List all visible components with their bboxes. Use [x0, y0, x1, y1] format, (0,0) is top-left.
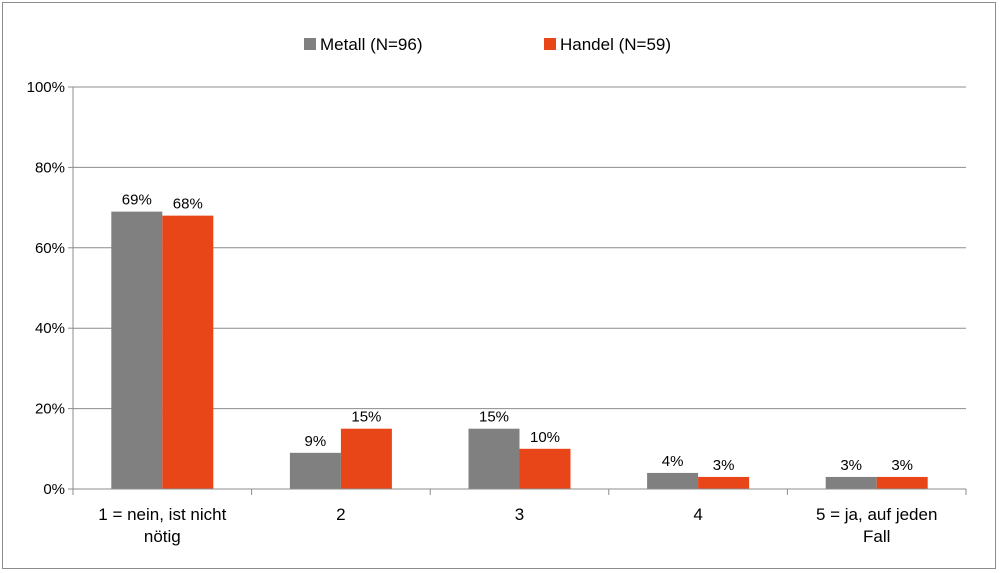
x-tick-label-line: Fall [863, 527, 890, 546]
x-tick-label-line: 3 [515, 505, 524, 524]
x-tick-label: 1 = nein, ist nicht nötig [98, 505, 226, 546]
data-label: 15% [479, 409, 509, 426]
legend-swatch [544, 38, 556, 50]
data-label: 3% [891, 457, 913, 474]
data-label: 15% [351, 409, 381, 426]
bar [647, 472, 699, 489]
y-axis: 0% 20% 40% 60% 80% 100% [27, 79, 74, 498]
y-tick-label: 0% [43, 481, 65, 498]
legend: Metall (N=96) Handel (N=59) [304, 35, 671, 54]
bar [876, 476, 928, 489]
x-tick-label-line: 1 = nein, ist nicht [98, 505, 226, 524]
data-label: 4% [662, 453, 684, 470]
data-label: 69% [122, 192, 152, 209]
data-label: 3% [713, 457, 735, 474]
legend-label: Handel (N=59) [560, 35, 671, 54]
y-tick-label: 40% [35, 320, 65, 337]
x-tick-label-line: 2 [336, 505, 345, 524]
x-tick-label: 4 [693, 505, 702, 524]
bar [162, 215, 214, 489]
x-tick-label: 5 = ja, auf jeden Fall [816, 505, 937, 546]
bar [825, 476, 877, 489]
bar [698, 476, 750, 489]
x-axis: 1 = nein, ist nicht nötig 2 3 4 5 = ja, auf j… [72, 488, 967, 546]
y-tick-label: 60% [35, 240, 65, 257]
data-label: 3% [840, 457, 862, 474]
gridlines [73, 86, 966, 410]
bar [468, 428, 520, 489]
legend-label: Metall (N=96) [320, 35, 423, 54]
data-label: 68% [173, 196, 203, 213]
bar [111, 211, 163, 489]
x-tick-label-line: 5 = ja, auf jeden [816, 505, 937, 524]
y-tick-label: 80% [35, 159, 65, 176]
data-label: 9% [305, 433, 327, 450]
x-tick-label: 3 [515, 505, 524, 524]
x-tick-label-line: 4 [693, 505, 702, 524]
y-tick-label: 100% [27, 79, 65, 96]
bar [340, 428, 392, 489]
legend-swatch [304, 38, 316, 50]
bars: 69% 68% 9% 15% 15% 10% 4% 3% 3% 3% [111, 192, 928, 489]
data-label: 10% [530, 429, 560, 446]
x-tick-label-line: nötig [144, 527, 181, 546]
bar [519, 448, 571, 489]
bar [289, 452, 341, 489]
x-tick-label: 2 [336, 505, 345, 524]
y-tick-label: 20% [35, 401, 65, 418]
